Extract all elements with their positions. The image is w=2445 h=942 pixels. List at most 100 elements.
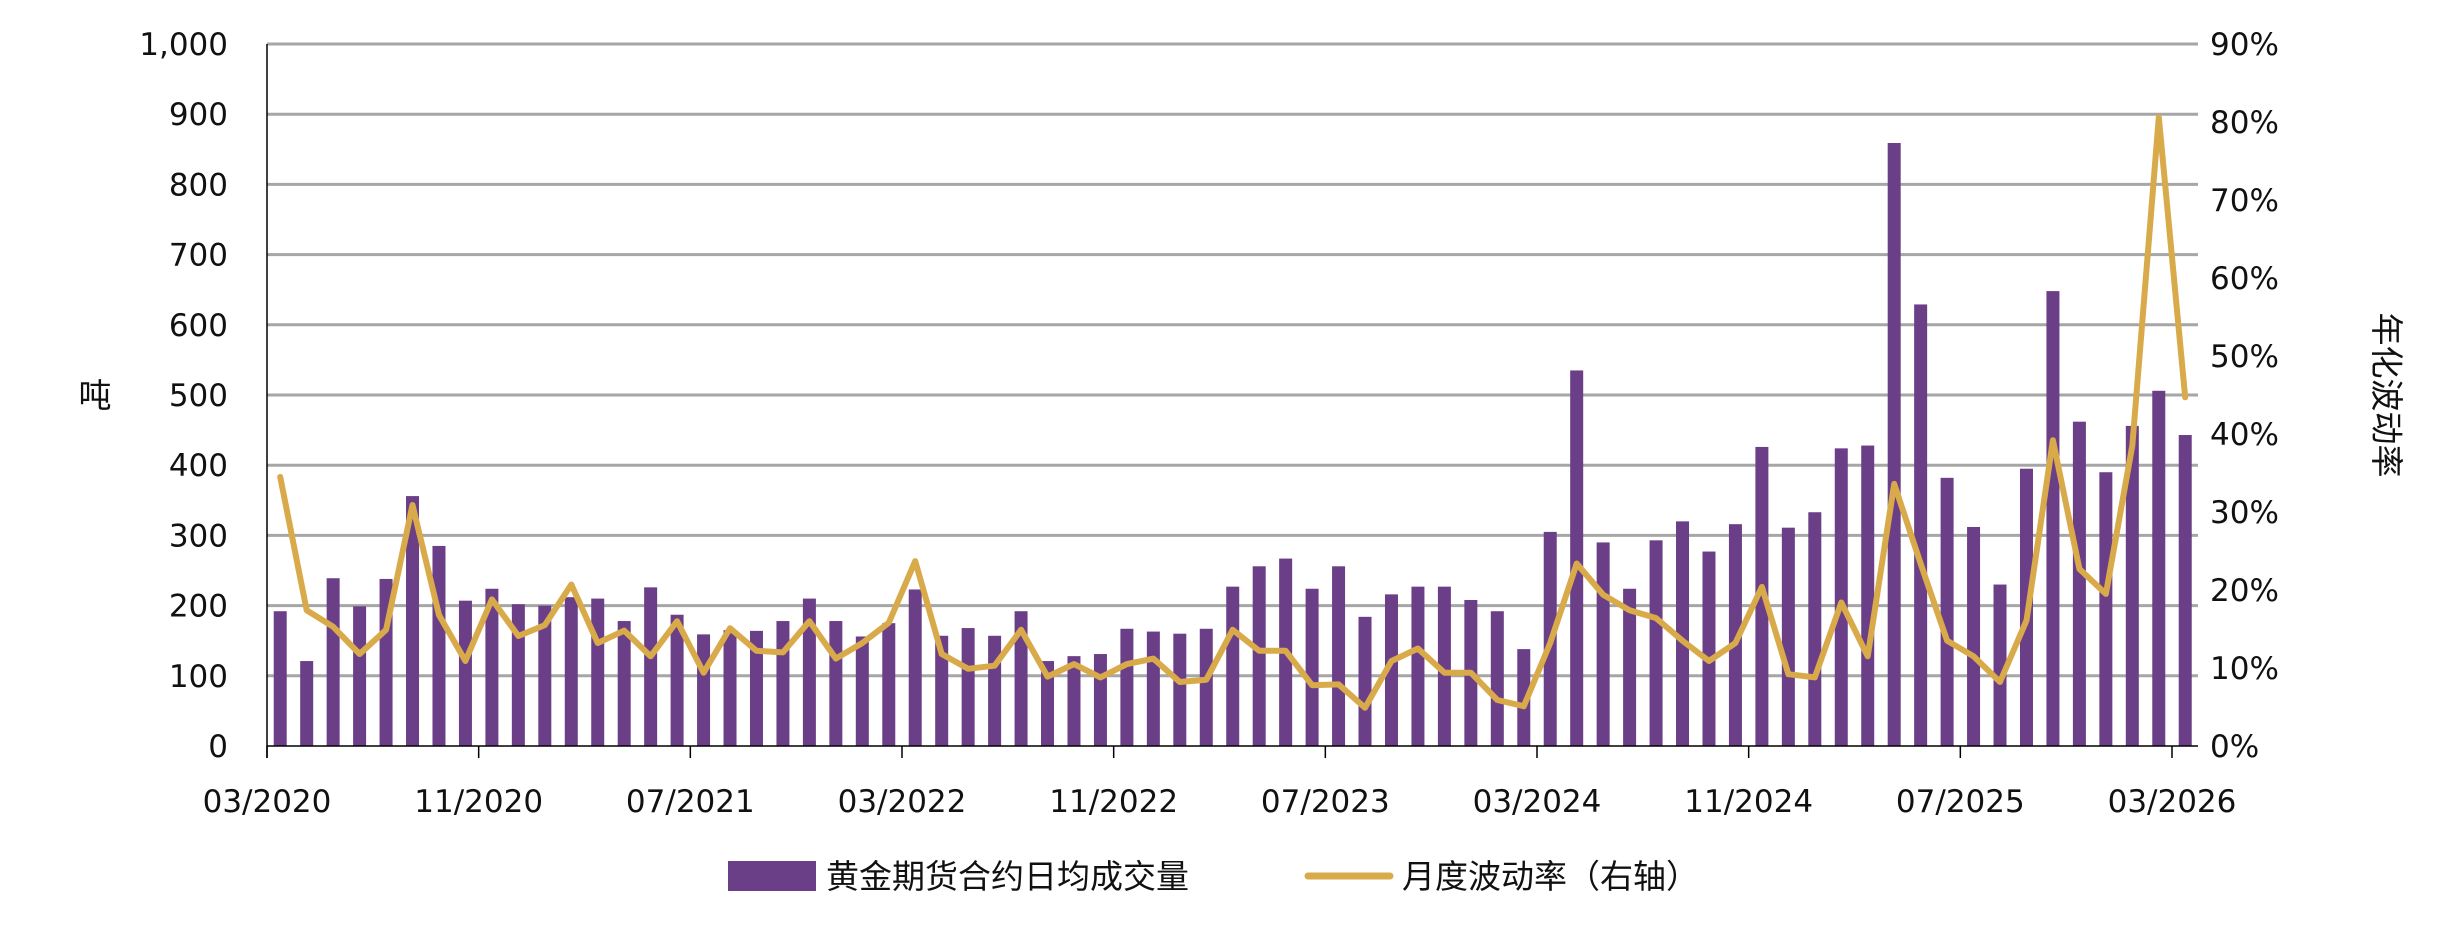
bar bbox=[1596, 542, 1610, 746]
bar bbox=[1649, 540, 1663, 746]
bar bbox=[2125, 425, 2139, 746]
bar bbox=[1781, 527, 1795, 746]
bar bbox=[1834, 448, 1848, 746]
bar bbox=[829, 621, 843, 746]
bar bbox=[908, 589, 922, 746]
bar bbox=[1199, 628, 1213, 746]
y2-tick-label: 80% bbox=[2210, 105, 2279, 141]
y2-tick-label: 60% bbox=[2210, 261, 2279, 297]
bar bbox=[300, 661, 314, 746]
x-tick-label: 03/2024 bbox=[1473, 784, 1602, 820]
x-tick-label: 11/2020 bbox=[414, 784, 543, 820]
axes bbox=[266, 44, 2198, 758]
bar bbox=[1173, 633, 1187, 746]
bar bbox=[2178, 435, 2192, 746]
bar bbox=[1041, 661, 1055, 746]
y2-tick-label: 30% bbox=[2210, 495, 2279, 531]
bar bbox=[723, 630, 737, 746]
y-tick-label: 900 bbox=[169, 97, 228, 133]
y-tick-label: 500 bbox=[169, 378, 228, 414]
bar bbox=[1967, 526, 1981, 746]
bar bbox=[697, 634, 711, 746]
bar bbox=[1437, 586, 1451, 746]
y-tick-label: 1,000 bbox=[139, 27, 228, 63]
y-axis-left-ticks: 0 100 200 300 400 500 600 700 800 900 1,000 bbox=[139, 27, 228, 765]
y-tick-label: 700 bbox=[169, 238, 228, 274]
bar bbox=[961, 628, 975, 746]
legend-swatch-bar bbox=[728, 861, 816, 891]
bar bbox=[1517, 649, 1531, 746]
bar bbox=[1120, 628, 1134, 746]
y-tick-label: 300 bbox=[169, 518, 228, 554]
bar bbox=[1728, 524, 1742, 746]
bar bbox=[406, 496, 420, 746]
y2-tick-label: 90% bbox=[2210, 27, 2279, 63]
bar bbox=[644, 587, 658, 746]
bar bbox=[1358, 616, 1372, 746]
bar bbox=[1067, 656, 1081, 746]
bar bbox=[1914, 304, 1928, 746]
bar bbox=[776, 621, 790, 746]
bar bbox=[749, 630, 763, 746]
bar bbox=[1305, 588, 1319, 746]
y2-tick-label: 0% bbox=[2210, 729, 2259, 765]
bar bbox=[1146, 631, 1160, 746]
bar bbox=[670, 614, 684, 746]
bar bbox=[2046, 291, 2060, 746]
bar bbox=[432, 545, 446, 746]
bar bbox=[1702, 551, 1716, 746]
line-series bbox=[277, 114, 2189, 711]
y2-tick-label: 70% bbox=[2210, 183, 2279, 219]
y2-tick-label: 40% bbox=[2210, 417, 2279, 453]
bar bbox=[617, 621, 631, 746]
x-tick-label: 03/2020 bbox=[203, 784, 332, 820]
bar bbox=[1332, 566, 1346, 746]
bar bbox=[564, 597, 578, 746]
y-tick-label: 400 bbox=[169, 448, 228, 484]
bar bbox=[1411, 586, 1425, 746]
bar bbox=[353, 606, 367, 746]
legend: 黄金期货合约日均成交量 月度波动率（右轴） bbox=[728, 857, 1699, 896]
y-axis-right-ticks: 0% 10% 20% 30% 40% 50% 60% 70% 80% 90% bbox=[2210, 27, 2279, 765]
bar bbox=[935, 635, 949, 746]
bar bbox=[326, 578, 340, 746]
x-tick-label: 11/2024 bbox=[1684, 784, 1813, 820]
y-tick-label: 800 bbox=[169, 167, 228, 203]
bar bbox=[1623, 588, 1637, 746]
bar bbox=[1940, 477, 1954, 746]
y2-tick-label: 20% bbox=[2210, 573, 2279, 609]
x-axis-ticks: 03/2020 11/2020 07/2021 03/2022 11/2022 07/20… bbox=[203, 784, 2237, 820]
y-tick-label: 0 bbox=[208, 729, 228, 765]
gridlines bbox=[267, 42, 2198, 678]
bar bbox=[1861, 445, 1875, 746]
bar bbox=[591, 598, 605, 746]
bar bbox=[882, 623, 896, 746]
y2-tick-label: 50% bbox=[2210, 339, 2279, 375]
bar bbox=[2072, 421, 2086, 746]
x-tick-label: 11/2022 bbox=[1049, 784, 1178, 820]
x-tick-label: 03/2026 bbox=[2108, 784, 2237, 820]
bar bbox=[538, 605, 552, 746]
legend-label-line: 月度波动率（右轴） bbox=[1402, 857, 1699, 896]
bar bbox=[273, 611, 287, 746]
bar bbox=[511, 604, 525, 746]
y-axis-right-title: 年化波动率 bbox=[2367, 313, 2406, 478]
x-tick-label: 07/2021 bbox=[626, 784, 755, 820]
y-tick-label: 100 bbox=[169, 659, 228, 695]
bar bbox=[1808, 512, 1822, 746]
bar bbox=[1014, 611, 1028, 746]
bar bbox=[1490, 611, 1504, 746]
bar bbox=[2152, 390, 2166, 746]
bar bbox=[1570, 370, 1584, 746]
bar bbox=[1887, 142, 1901, 746]
bar bbox=[458, 600, 472, 746]
bar bbox=[855, 636, 869, 746]
legend-label-bar: 黄金期货合约日均成交量 bbox=[826, 857, 1189, 896]
x-tick-label: 07/2023 bbox=[1261, 784, 1390, 820]
bar bbox=[1252, 566, 1266, 746]
y-tick-label: 200 bbox=[169, 589, 228, 625]
x-tick-label: 07/2025 bbox=[1896, 784, 2025, 820]
y-tick-label: 600 bbox=[169, 308, 228, 344]
x-tick-label: 03/2022 bbox=[838, 784, 967, 820]
